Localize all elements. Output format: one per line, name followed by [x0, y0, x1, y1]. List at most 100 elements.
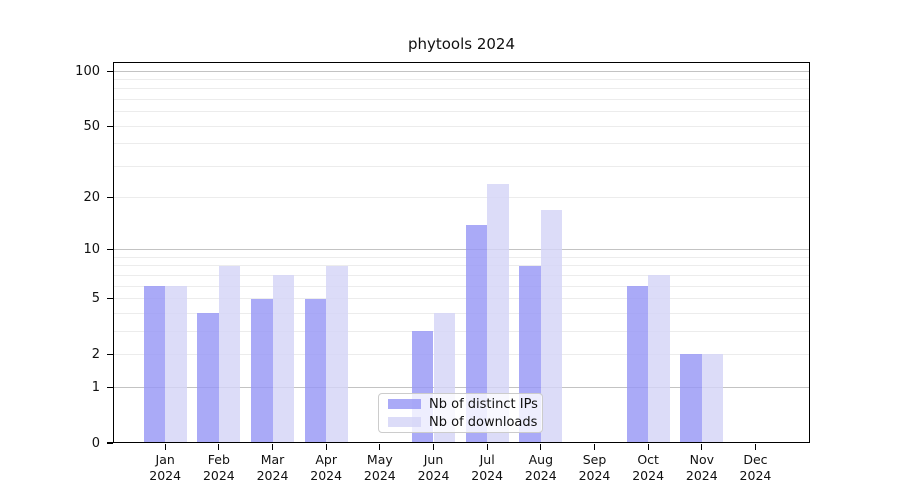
x-tick [432, 444, 435, 450]
x-tick [218, 444, 220, 450]
x-tick [540, 444, 542, 450]
x-tick-month: Oct [637, 452, 659, 467]
bar-distinct-ips [465, 224, 488, 443]
y-tick-label: 5 [91, 291, 100, 307]
legend-label-distinct-ips: Nb of distinct IPs [429, 396, 538, 412]
legend-entry-downloads: Nb of downloads [388, 415, 542, 430]
x-tick-year: 2024 [149, 468, 182, 483]
y-tick-label: 20 [83, 190, 100, 206]
minor-gridline [114, 353, 809, 355]
x-tick [754, 444, 757, 450]
x-tick-year: 2024 [578, 468, 611, 483]
bar-downloads [218, 265, 241, 443]
bar-downloads [326, 265, 348, 443]
x-tick-month: Mar [260, 452, 285, 467]
y-tick-label: 10 [83, 242, 100, 258]
minor-gridline [114, 79, 809, 81]
y-tick [107, 353, 113, 356]
legend-swatch-distinct-ips [388, 399, 421, 409]
chart-title: phytools 2024 [407, 35, 516, 53]
minor-gridline [114, 99, 809, 101]
y-tick [107, 298, 113, 300]
x-tick-month: Apr [315, 452, 337, 467]
bar-downloads [701, 354, 724, 443]
minor-gridline [114, 312, 809, 314]
x-tick-label: Aug 2024 [509, 452, 573, 484]
legend-swatch-downloads [388, 417, 421, 427]
x-tick-month: Jan [155, 452, 175, 467]
bar-distinct-ips [197, 313, 219, 443]
bar-downloads [272, 275, 294, 443]
x-tick-month: Jun [423, 452, 444, 467]
y-tick [107, 197, 113, 199]
x-tick-year: 2024 [685, 468, 718, 483]
x-tick-label: Jul 2024 [455, 452, 519, 484]
minor-gridline [114, 125, 809, 127]
legend: Nb of distinct IPs Nb of downloads [378, 393, 543, 433]
x-tick-month: Jul [479, 452, 495, 467]
x-tick-label: Dec 2024 [723, 452, 787, 484]
minor-gridline [114, 274, 809, 276]
x-tick-month: Feb [207, 452, 230, 467]
y-tick [107, 125, 113, 127]
major-gridline [114, 386, 809, 388]
bar-downloads [540, 210, 563, 443]
x-tick-month: Sep [582, 452, 607, 467]
bar-downloads [648, 275, 670, 443]
bar-distinct-ips [626, 286, 649, 443]
x-tick-month: Dec [743, 452, 768, 467]
x-tick-label: Jan 2024 [133, 452, 197, 484]
bar-distinct-ips [304, 298, 327, 443]
bar-distinct-ips [680, 354, 702, 443]
y-tick [107, 70, 113, 72]
bar-distinct-ips [251, 298, 273, 443]
bar-distinct-ips [143, 286, 166, 443]
x-tick-label: Mar 2024 [241, 452, 305, 484]
minor-gridline [114, 143, 809, 145]
x-tick [271, 444, 274, 450]
minor-gridline [114, 165, 809, 167]
x-tick [486, 444, 488, 450]
x-tick-year: 2024 [739, 468, 772, 483]
x-tick-month: May [366, 452, 393, 467]
minor-gridline [114, 330, 809, 332]
x-tick-year: 2024 [632, 468, 665, 483]
x-tick [325, 444, 327, 450]
y-tick-label: 50 [83, 118, 100, 134]
x-tick-label: Apr 2024 [294, 452, 358, 484]
x-tick-label: Jun 2024 [402, 452, 466, 484]
x-tick-month: Nov [689, 452, 714, 467]
x-tick-label: Sep 2024 [562, 452, 626, 484]
x-tick-year: 2024 [471, 468, 504, 483]
x-tick-month: Aug [528, 452, 554, 467]
legend-label-downloads: Nb of downloads [429, 414, 538, 430]
bar-downloads [165, 286, 187, 443]
major-gridline [114, 70, 809, 72]
minor-gridline [114, 265, 809, 267]
x-tick [647, 444, 649, 450]
minor-gridline [114, 197, 809, 199]
minor-gridline [114, 298, 809, 300]
minor-gridline [114, 285, 809, 287]
x-tick-label: Nov 2024 [670, 452, 734, 484]
y-tick [107, 386, 113, 388]
x-tick-label: Feb 2024 [187, 452, 251, 484]
y-tick [107, 442, 113, 444]
x-tick [164, 444, 166, 450]
bar-downloads [487, 183, 509, 443]
y-tick-label: 0 [91, 435, 100, 451]
minor-gridline [114, 88, 809, 90]
x-tick [379, 444, 381, 450]
x-tick [593, 444, 596, 450]
y-tick-label: 2 [91, 346, 100, 362]
x-tick-year: 2024 [256, 468, 289, 483]
x-tick-year: 2024 [363, 468, 396, 483]
x-tick-label: Oct 2024 [616, 452, 680, 484]
x-tick-year: 2024 [310, 468, 343, 483]
legend-entry-distinct-ips: Nb of distinct IPs [388, 397, 542, 412]
minor-gridline [114, 257, 809, 258]
x-tick-label: May 2024 [348, 452, 412, 484]
x-tick-year: 2024 [202, 468, 235, 483]
major-gridline [114, 249, 809, 251]
